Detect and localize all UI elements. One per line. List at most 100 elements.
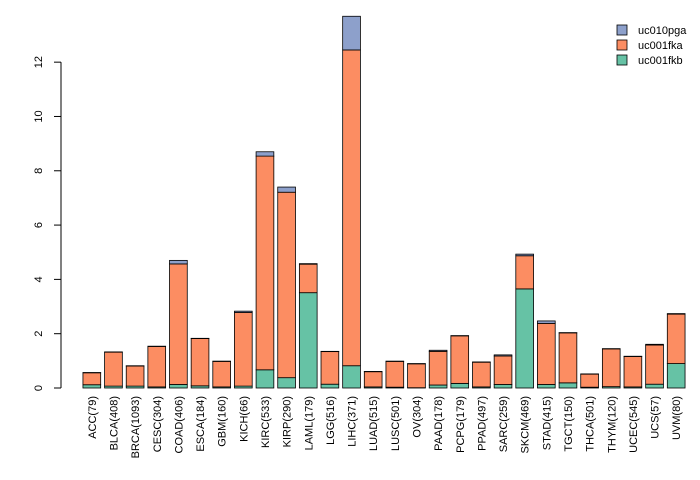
legend-label-uc010pga: uc010pga	[638, 25, 687, 37]
y-tick-label: 2	[33, 331, 45, 337]
bar-uc001fka	[385, 360, 405, 388]
bar-uc010pga	[169, 259, 188, 265]
bar-uc001fkb	[342, 365, 361, 389]
x-tick-label: THCA(501)	[585, 396, 597, 452]
legend-swatch-uc010pga	[616, 24, 628, 36]
x-tick-label: GBM(160)	[217, 396, 229, 447]
bar-uc001fkb	[320, 383, 340, 389]
bar-uc001fkb	[493, 384, 513, 389]
bar-uc001fka	[82, 372, 102, 386]
legend-swatch-uc001fkb	[616, 54, 628, 66]
bar-uc001fka	[407, 363, 426, 389]
y-tick-label: 12	[33, 56, 45, 68]
x-tick-label: LGG(516)	[325, 396, 337, 445]
x-tick-label: LUAD(515)	[368, 396, 380, 451]
bar-uc001fka	[363, 371, 383, 388]
bar-uc001fka	[515, 255, 534, 290]
bar-uc001fka	[125, 365, 145, 387]
bar-uc010pga	[277, 186, 296, 193]
x-tick-label: LIHC(371)	[347, 396, 359, 447]
bar-uc001fka	[666, 313, 686, 364]
bar-uc010pga	[645, 343, 664, 346]
legend-swatch-uc001fka	[616, 39, 628, 51]
bar-uc001fkb	[666, 363, 686, 389]
x-tick-label: THYM(120)	[606, 396, 618, 453]
bar-uc001fka	[169, 263, 188, 385]
bar-uc001fkb	[450, 382, 470, 389]
x-tick-label: UCS(57)	[650, 396, 662, 439]
bar-uc001fka	[558, 332, 578, 384]
bar-uc010pga	[255, 151, 275, 157]
bar-uc001fka	[147, 346, 167, 388]
x-tick-label: SARC(259)	[498, 396, 510, 452]
x-tick-label: ESCA(184)	[195, 396, 207, 452]
bar-uc010pga	[666, 313, 686, 315]
bar-uc010pga	[234, 310, 253, 313]
bar-uc010pga	[298, 263, 318, 265]
bar-uc001fka	[320, 351, 340, 385]
bar-uc001fkb	[82, 384, 102, 389]
bar-uc001fka	[493, 355, 513, 385]
y-tick-label: 10	[33, 110, 45, 122]
bar-uc001fka	[298, 263, 318, 294]
bars-group	[82, 15, 686, 389]
bar-uc010pga	[342, 15, 361, 51]
y-tick-label: 6	[33, 222, 45, 228]
x-tick-label: TGCT(150)	[563, 396, 575, 452]
x-tick-label: LUSC(501)	[390, 396, 402, 451]
bar-uc001fka	[450, 335, 470, 384]
x-tick-label: UCEC(545)	[628, 396, 640, 453]
bar-uc001fka	[472, 361, 491, 388]
bar-uc001fkb	[537, 384, 556, 389]
x-tick-label: PCPG(179)	[455, 396, 467, 453]
x-tick-label: PPAD(497)	[476, 396, 488, 451]
bar-uc001fka	[255, 155, 275, 371]
bar-uc001fka	[623, 356, 643, 388]
bar-uc001fkb	[645, 383, 664, 389]
legend: uc010pga uc001fka uc001fkb	[616, 24, 687, 67]
y-axis: 0 2 4 6 8 10 12	[33, 56, 62, 391]
x-tick-label: SKCM(469)	[520, 396, 532, 453]
bar-uc001fka	[234, 312, 253, 387]
x-tick-label: ACC(79)	[87, 396, 99, 439]
legend-label-uc001fkb: uc001fkb	[638, 55, 683, 67]
bar-uc001fka	[537, 322, 556, 385]
bar-uc001fka	[601, 348, 621, 388]
bar-uc001fka	[104, 351, 123, 387]
x-tick-label: KICH(66)	[238, 396, 250, 442]
y-tick-label: 4	[33, 276, 45, 282]
bar-uc001fka	[428, 350, 448, 386]
bar-uc010pga	[515, 253, 534, 257]
bar-uc001fka	[342, 49, 361, 367]
bar-uc001fka	[212, 360, 231, 388]
bar-uc001fkb	[515, 288, 534, 389]
x-tick-label: KIRC(533)	[260, 396, 272, 448]
x-tick-label: UVM(80)	[671, 396, 683, 440]
x-tick-label: OV(304)	[411, 396, 423, 438]
y-tick-label: 0	[33, 385, 45, 391]
bar-uc001fkb	[277, 377, 296, 389]
x-tick-label: BRCA(1093)	[130, 396, 142, 458]
x-tick-label: COAD(406)	[173, 396, 185, 453]
x-tick-label: STAD(415)	[541, 396, 553, 450]
x-tick-label: KIRP(290)	[282, 396, 294, 447]
bar-uc001fka	[277, 191, 296, 379]
bar-uc001fkb	[298, 292, 318, 389]
bar-uc001fka	[190, 338, 210, 387]
bar-uc001fkb	[255, 369, 275, 389]
bar-uc001fka	[645, 344, 664, 385]
y-tick-label: 8	[33, 168, 45, 174]
bar-uc001fkb	[558, 382, 578, 389]
x-tick-label: LAML(179)	[303, 396, 315, 450]
x-tick-labels: ACC(79) BLCA(408) BRCA(1093) CESC(304) COAD(…	[87, 396, 683, 458]
x-tick-label: CESC(304)	[152, 396, 164, 452]
x-tick-label: PAAD(178)	[433, 396, 445, 451]
bar-uc010pga	[428, 349, 448, 352]
bar-uc001fka	[580, 373, 599, 388]
bar-uc010pga	[537, 320, 556, 324]
bar-uc010pga	[493, 354, 513, 357]
bar-uc001fkb	[428, 384, 448, 389]
x-tick-label: BLCA(408)	[108, 396, 120, 450]
bar-uc001fkb	[169, 384, 188, 389]
